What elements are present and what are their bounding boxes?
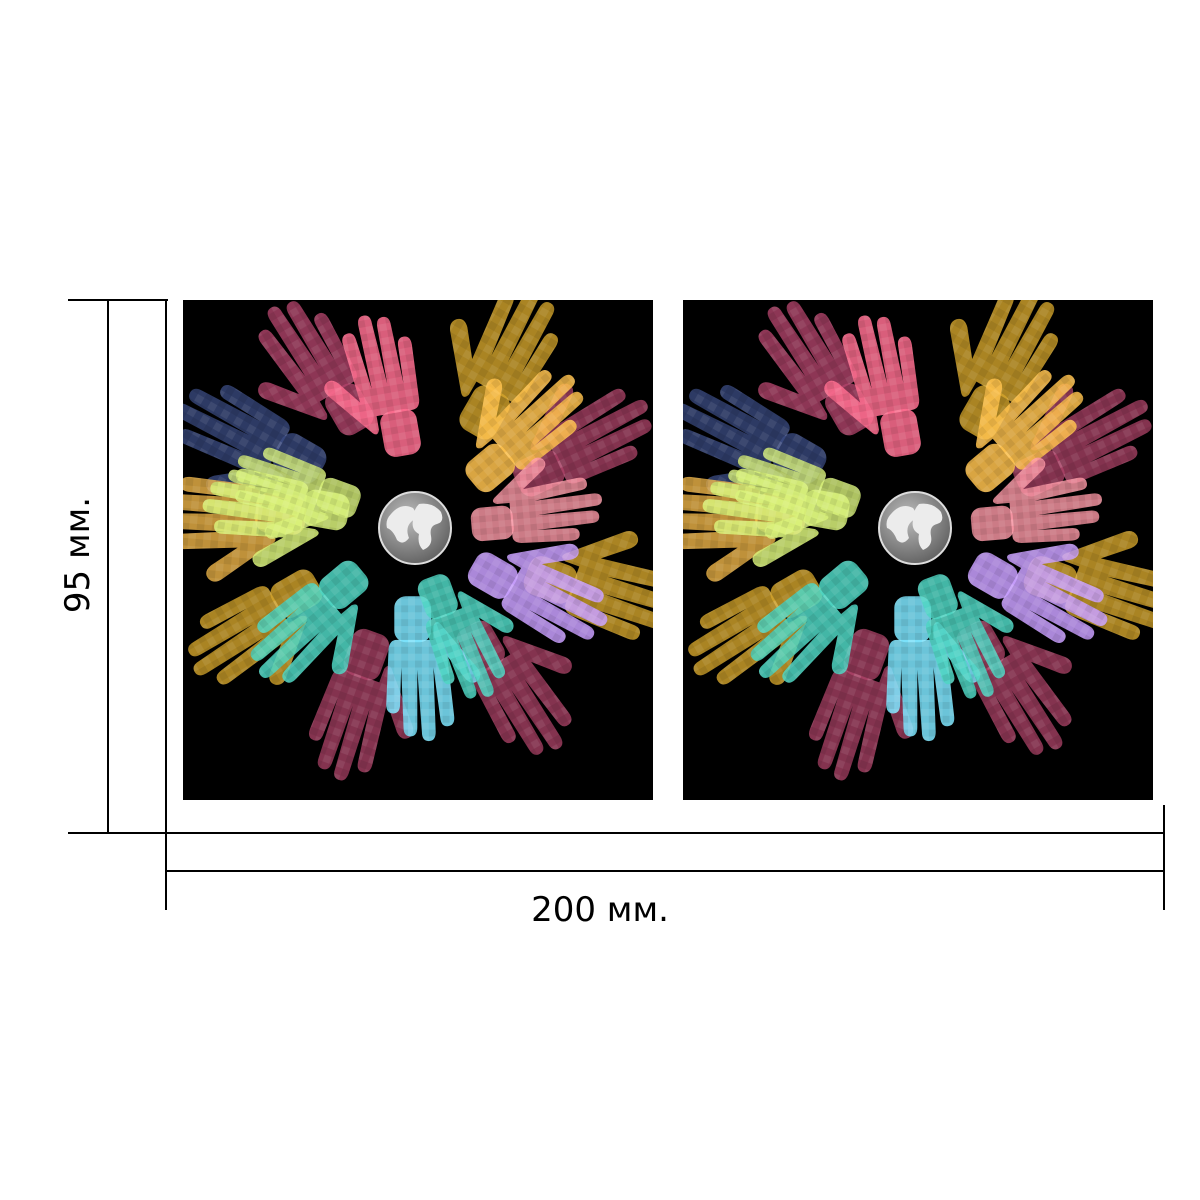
height-extension-bottom <box>68 832 168 834</box>
artwork-panel-left <box>183 300 653 800</box>
hands-globe-illustration <box>683 300 1153 799</box>
hands-globe-illustration <box>183 300 653 799</box>
width-dimension-label: 200 мм. <box>531 890 669 930</box>
height-extension-top <box>68 299 168 301</box>
height-dimension-label: 95 мм. <box>58 496 98 614</box>
width-dimension-line <box>165 870 1165 872</box>
width-guide-line <box>165 832 1165 834</box>
globe-icon <box>878 491 956 570</box>
height-dimension-line <box>107 299 109 834</box>
width-extension-right <box>1163 805 1165 910</box>
artwork-panel-right <box>683 300 1153 800</box>
height-inner-guide <box>165 299 167 834</box>
width-extension-left <box>165 805 167 910</box>
globe-icon <box>378 491 456 570</box>
